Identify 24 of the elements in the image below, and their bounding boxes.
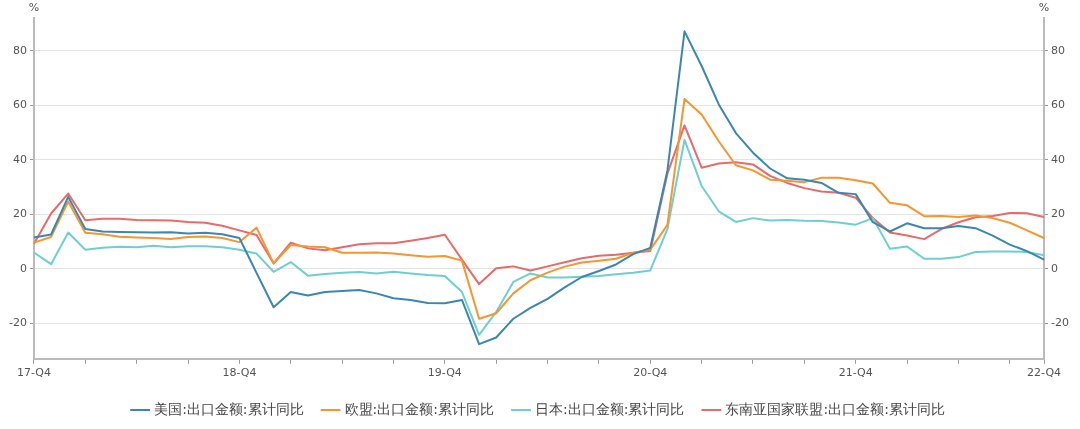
- x-tick-label: 18-Q4: [222, 366, 257, 380]
- legend-label: 东南亚国家联盟:出口金额:累计同比: [725, 400, 945, 417]
- y-tick-label: 0: [19, 261, 27, 275]
- y2-tick-label: -20: [1051, 316, 1069, 330]
- y2-tick-label: 60: [1051, 98, 1066, 112]
- y-tick-label: 20: [12, 207, 27, 221]
- y-axis-title: %: [28, 1, 40, 15]
- legend-label: 欧盟:出口金额:累计同比: [344, 400, 494, 417]
- x-tick-label: 17-Q4: [16, 366, 51, 380]
- legend-label: 日本:出口金额:累计同比: [535, 400, 685, 417]
- y-tick-label: -20: [9, 316, 27, 330]
- y-tick-label: 40: [12, 152, 27, 166]
- x-tick-label: 22-Q4: [1027, 366, 1062, 380]
- y2-tick-label: 20: [1051, 207, 1066, 221]
- x-tick-label: 21-Q4: [838, 366, 873, 380]
- x-tick-label: 20-Q4: [633, 366, 668, 380]
- y2-tick-label: 40: [1051, 152, 1066, 166]
- y2-tick-label: 80: [1051, 43, 1066, 57]
- y-tick-label: 80: [12, 43, 27, 57]
- y-tick-label: 60: [12, 98, 27, 112]
- legend-label: 美国:出口金额:累计同比: [154, 400, 304, 417]
- y2-tick-label: 0: [1051, 261, 1059, 275]
- y2-axis-title: %: [1038, 1, 1050, 15]
- x-tick-label: 19-Q4: [427, 366, 462, 380]
